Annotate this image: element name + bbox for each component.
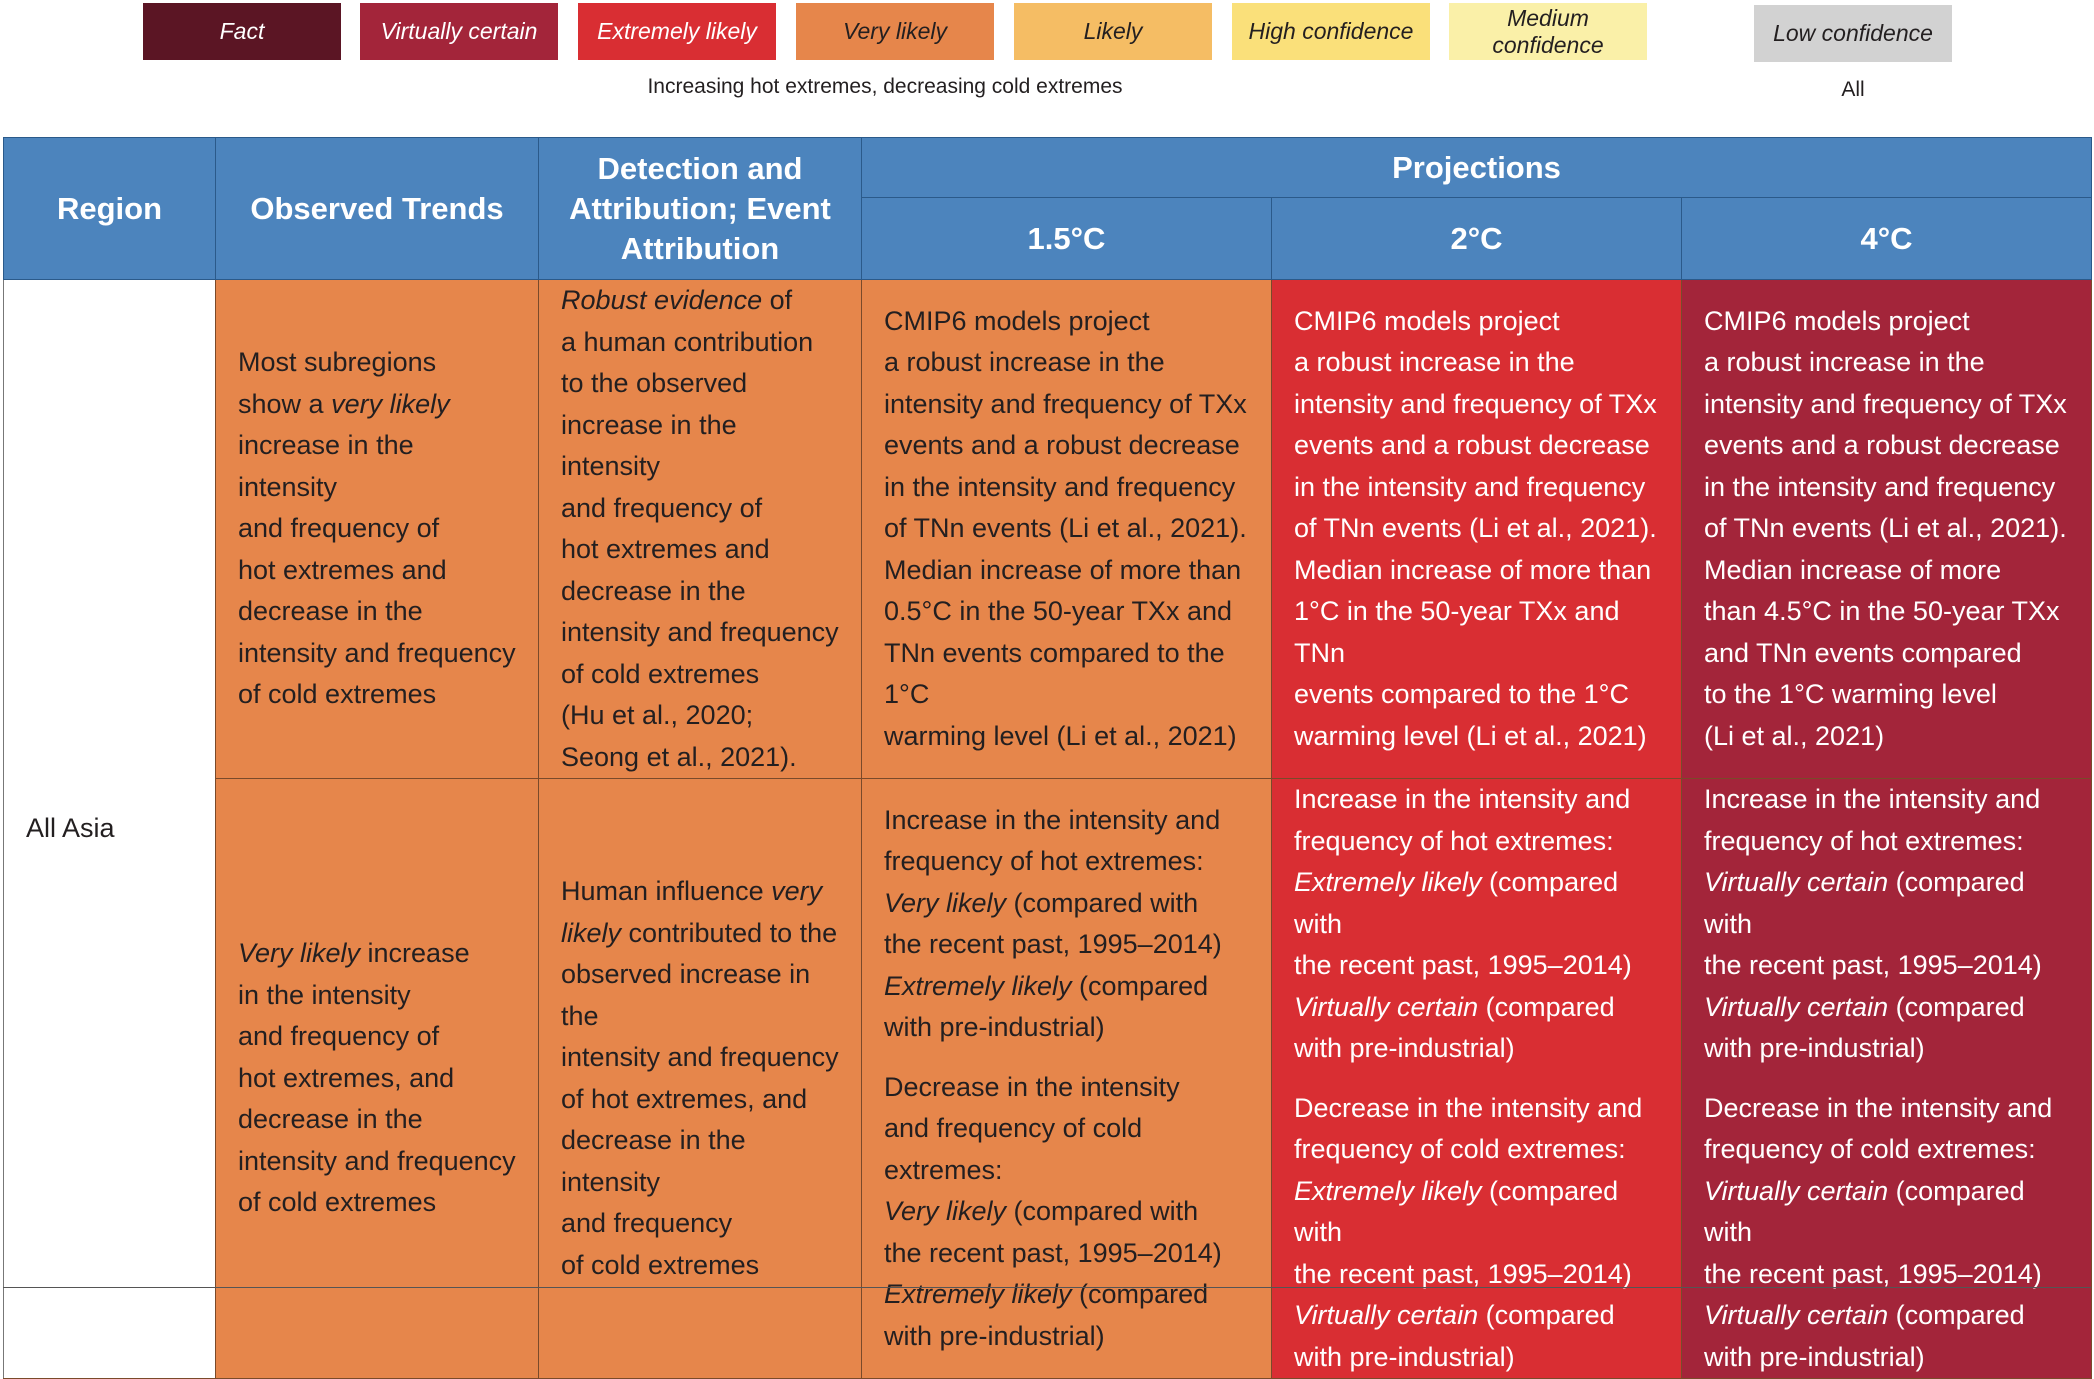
legend-extremely-likely: Extremely likely	[578, 3, 776, 60]
table-row: All Asia Most subregions show a very lik…	[3, 279, 2093, 1379]
regional-assessment-table: Region Observed Trends Detection and Att…	[3, 137, 2093, 1379]
projection-4c-cell-1: CMIP6 models project a robust increase i…	[1680, 279, 2093, 779]
legend-likely: Likely	[1014, 3, 1212, 60]
legend-low-confidence: Low confidence	[1754, 5, 1952, 62]
legend-virtually-certain: Virtually certain	[360, 3, 558, 60]
detection-attribution-cell-2: Human influence very likely contributed …	[538, 778, 862, 1379]
legend-very-likely: Very likely	[796, 3, 994, 60]
legend-medium-confidence: Medium confidence	[1449, 3, 1647, 60]
header-detection-attribution: Detection and Attribution; Event Attribu…	[538, 137, 862, 280]
header-2c: 2°C	[1271, 197, 1682, 280]
detection-attribution-cell-1: Robust evidence of a human contribution …	[538, 279, 862, 779]
table-row: Very likely increase in the intensity an…	[4, 778, 2093, 1379]
legend-fact: Fact	[143, 3, 341, 60]
header-4c: 4°C	[1680, 197, 2093, 280]
legend-caption-main: Increasing hot extremes, decreasing cold…	[647, 75, 1123, 98]
projection-4c-cell-2: Increase in the intensity and frequency …	[1680, 778, 2093, 1379]
legend-caption-low: All	[1841, 78, 1865, 101]
region-name: All Asia	[26, 813, 115, 844]
region-cell: All Asia	[3, 279, 216, 1379]
observed-trends-cell-1: Most subregions show a very likely incre…	[215, 279, 539, 779]
projection-2c-cell-2: Increase in the intensity and frequency …	[1271, 778, 1682, 1379]
header-observed-trends: Observed Trends	[215, 137, 539, 280]
header-1-5c: 1.5°C	[861, 197, 1272, 280]
projection-1-5c-cell-1: CMIP6 models project a robust increase i…	[861, 279, 1272, 779]
header-region: Region	[3, 137, 216, 280]
projection-2c-cell-1: CMIP6 models project a robust increase i…	[1271, 279, 1682, 779]
table-bottom-rule	[3, 1287, 2091, 1288]
projection-1-5c-cell-2: Increase in the intensity and frequency …	[861, 778, 1272, 1379]
observed-trends-cell-2: Very likely increase in the intensity an…	[215, 778, 539, 1379]
legend-high-confidence: High confidence	[1232, 3, 1430, 60]
header-projections: Projections	[860, 137, 2093, 198]
